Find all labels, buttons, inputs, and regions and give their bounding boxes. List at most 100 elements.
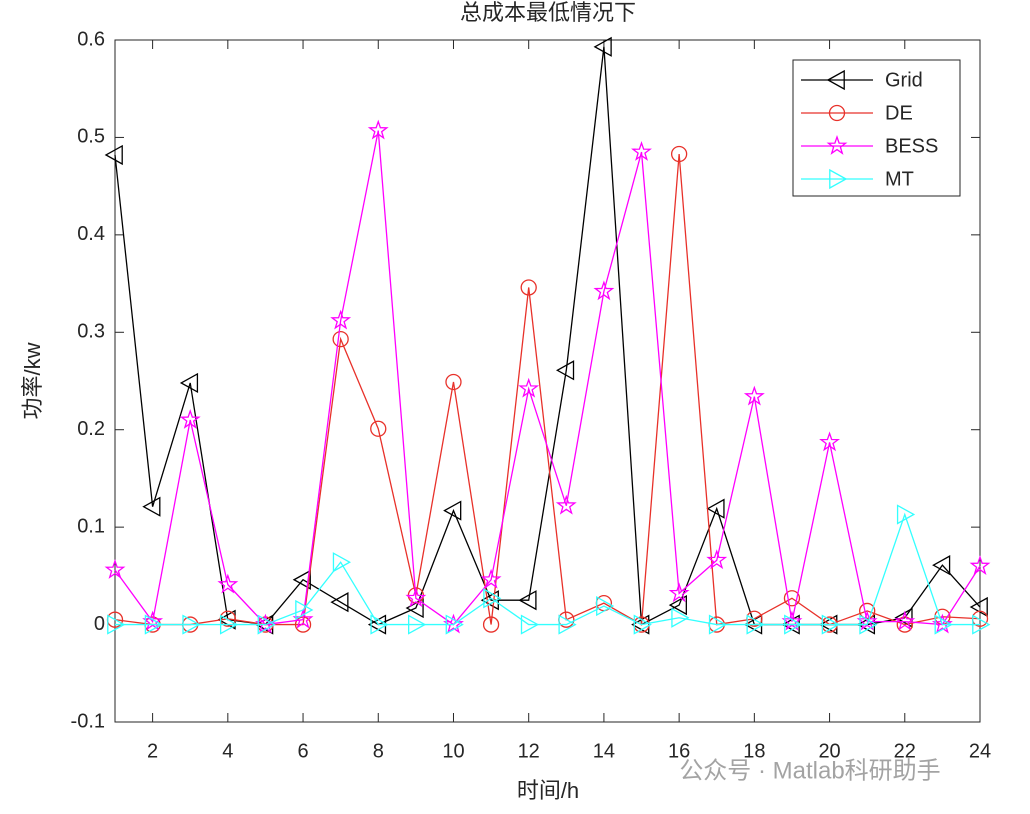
marker bbox=[445, 614, 464, 635]
x-tick-label: 18 bbox=[743, 740, 765, 762]
legend-label: MT bbox=[885, 168, 914, 190]
watermark: 公众号 · Matlab科研助手 bbox=[679, 757, 940, 784]
marker bbox=[859, 602, 876, 620]
marker bbox=[520, 279, 537, 296]
marker bbox=[332, 330, 349, 348]
marker bbox=[969, 555, 991, 576]
x-tick-label: 6 bbox=[297, 740, 308, 762]
x-tick-label: 16 bbox=[668, 740, 690, 762]
marker bbox=[706, 498, 725, 519]
marker bbox=[445, 373, 462, 391]
marker bbox=[405, 597, 424, 619]
marker bbox=[781, 610, 803, 631]
marker bbox=[292, 569, 311, 590]
marker bbox=[593, 36, 612, 57]
marker bbox=[330, 309, 352, 330]
x-tick-label: 12 bbox=[518, 740, 540, 762]
y-tick-label: 0.5 bbox=[77, 126, 105, 148]
marker bbox=[520, 614, 540, 635]
y-tick-label: 0.6 bbox=[77, 28, 105, 50]
x-tick-label: 20 bbox=[818, 740, 840, 762]
marker bbox=[332, 552, 351, 573]
marker bbox=[257, 614, 276, 635]
marker bbox=[896, 504, 916, 525]
marker bbox=[706, 549, 728, 570]
marker bbox=[819, 431, 841, 452]
marker bbox=[896, 616, 913, 633]
marker bbox=[555, 360, 575, 381]
y-tick-label: 0 bbox=[94, 613, 105, 635]
marker bbox=[480, 590, 499, 611]
x-tick-label: 4 bbox=[222, 740, 233, 762]
x-tick-label: 14 bbox=[593, 740, 615, 762]
marker bbox=[405, 587, 427, 608]
marker bbox=[856, 610, 878, 631]
legend-marker bbox=[826, 135, 848, 155]
marker bbox=[596, 595, 615, 617]
marker bbox=[783, 590, 801, 607]
marker bbox=[670, 145, 688, 163]
y-tick-label: 0.1 bbox=[77, 515, 105, 537]
marker bbox=[934, 614, 953, 635]
marker bbox=[743, 385, 765, 406]
x-tick-label: 24 bbox=[969, 740, 991, 762]
marker bbox=[482, 616, 500, 633]
marker bbox=[708, 614, 728, 635]
marker bbox=[367, 119, 389, 140]
marker bbox=[142, 610, 164, 631]
y-tick-label: -0.1 bbox=[71, 710, 105, 732]
marker bbox=[295, 599, 314, 621]
x-axis-label: 时间/h bbox=[517, 778, 579, 803]
legend-box bbox=[792, 59, 961, 197]
marker bbox=[746, 614, 765, 635]
legend-label: DE bbox=[885, 102, 913, 124]
series-line bbox=[114, 130, 981, 626]
marker bbox=[631, 141, 652, 161]
y-tick-label: 0.4 bbox=[77, 223, 105, 245]
marker bbox=[292, 608, 314, 629]
marker bbox=[217, 573, 239, 594]
marker bbox=[972, 614, 991, 635]
marker bbox=[408, 614, 427, 635]
legend-label: Grid bbox=[885, 69, 923, 91]
marker bbox=[104, 144, 123, 166]
marker bbox=[784, 614, 803, 635]
marker bbox=[182, 614, 201, 635]
marker bbox=[668, 594, 687, 616]
marker bbox=[518, 377, 540, 398]
x-tick-label: 2 bbox=[147, 740, 158, 762]
x-tick-label: 8 bbox=[373, 740, 384, 762]
legend-marker bbox=[826, 69, 845, 91]
marker bbox=[443, 500, 462, 521]
marker bbox=[633, 614, 652, 635]
marker bbox=[671, 607, 690, 628]
marker bbox=[483, 588, 502, 609]
marker bbox=[330, 592, 349, 613]
marker bbox=[142, 496, 161, 517]
marker bbox=[107, 614, 126, 635]
marker bbox=[179, 408, 201, 429]
marker bbox=[555, 494, 577, 515]
series-line bbox=[115, 512, 980, 626]
x-tick-label: 10 bbox=[442, 740, 464, 762]
marker bbox=[370, 420, 387, 437]
marker bbox=[219, 614, 239, 635]
marker bbox=[593, 280, 615, 301]
y-tick-label: 0.2 bbox=[77, 418, 105, 440]
marker bbox=[518, 590, 537, 611]
y-tick-label: 0.3 bbox=[77, 321, 105, 343]
marker bbox=[179, 372, 199, 394]
marker bbox=[931, 613, 953, 634]
legend-marker bbox=[829, 168, 848, 190]
marker bbox=[480, 568, 502, 589]
marker bbox=[443, 613, 464, 634]
x-tick-label: 22 bbox=[894, 740, 916, 762]
marker bbox=[144, 614, 163, 635]
marker bbox=[104, 559, 126, 579]
marker bbox=[859, 614, 878, 635]
chart-title: 总成本最低情况下 bbox=[460, 0, 636, 25]
legend-label: BESS bbox=[885, 135, 938, 157]
marker bbox=[894, 610, 916, 631]
y-axis-label: 功率/kw bbox=[20, 342, 45, 419]
